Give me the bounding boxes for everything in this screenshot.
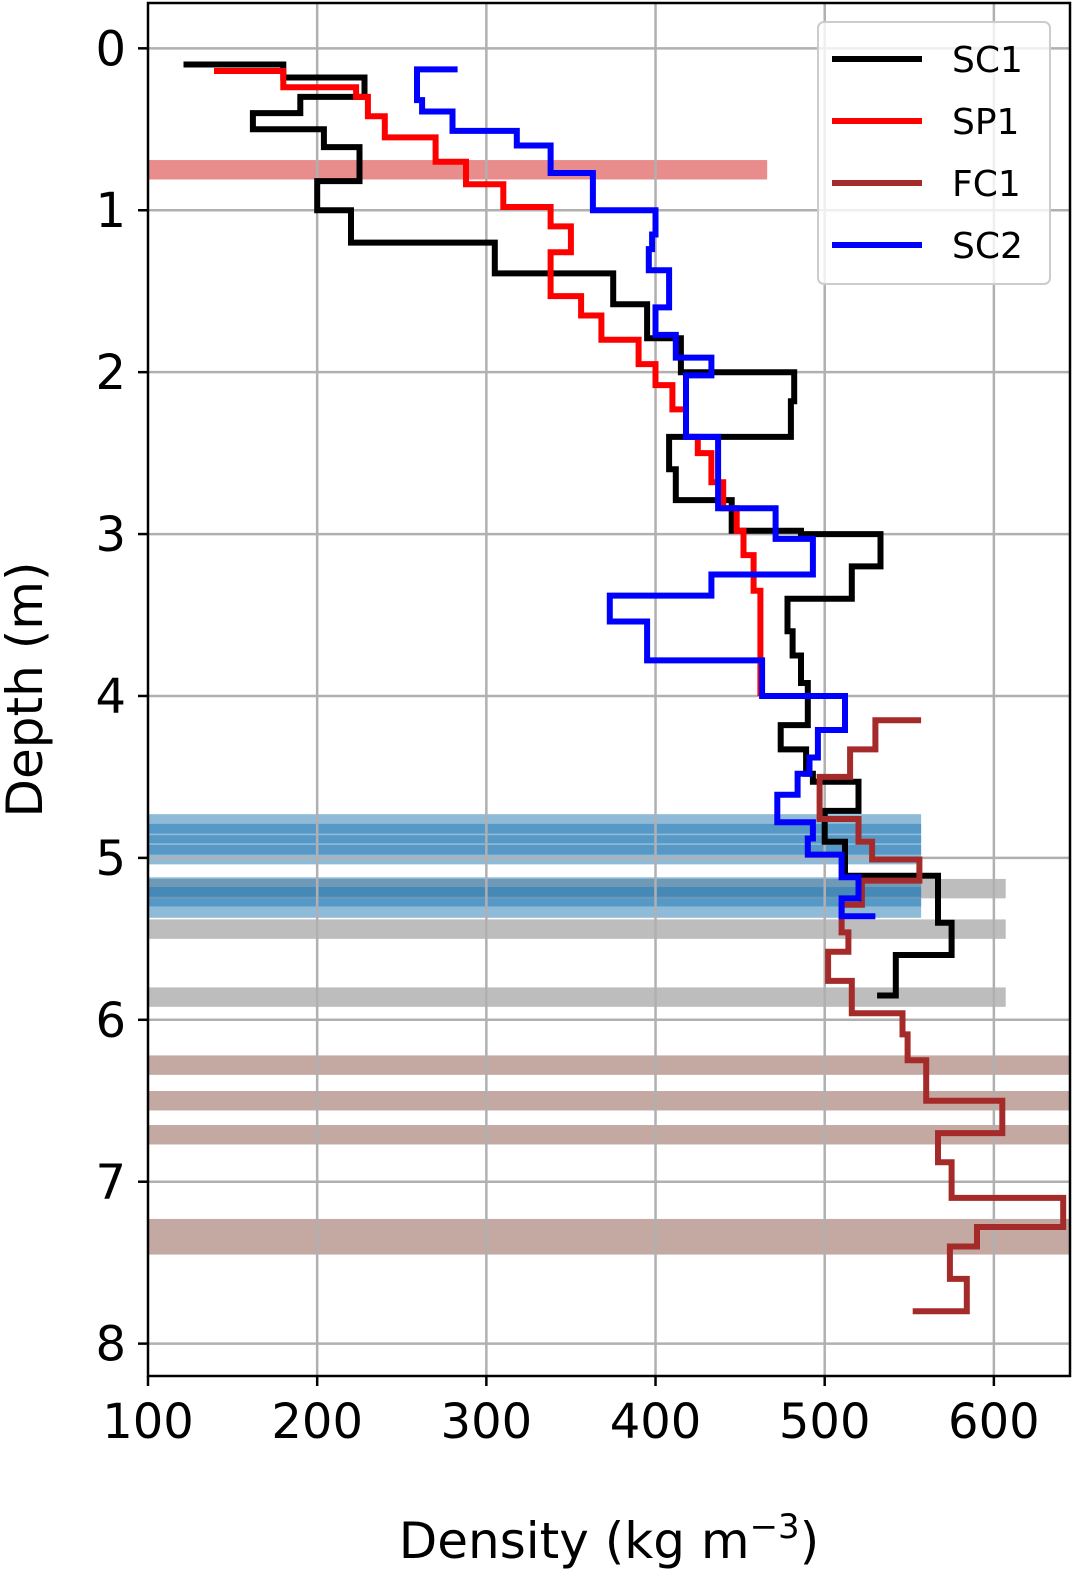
y-tick-label-5: 5 [95,831,126,887]
y-tick-label-6: 6 [95,993,126,1049]
depth-band-2 [148,919,1006,939]
legend-box [817,21,1051,285]
legend-label-sc2: SC2 [952,226,1023,267]
axis-ticks [138,47,996,1386]
x-axis-label: Density (kg m−3) [399,1507,819,1570]
depth-band-14 [148,1218,1070,1239]
x-tick-label-3: 400 [610,1394,702,1450]
depth-band-7 [148,844,922,865]
depth-band-13 [148,1125,1070,1145]
series-line-fc1 [816,717,1067,1315]
depth-band-10 [148,898,922,918]
series-line-sc2 [414,66,876,920]
depth-band-3 [148,987,1006,1007]
x-tick-label-5: 600 [948,1394,1040,1450]
legend-label-fc1: FC1 [952,164,1021,205]
series-lines [183,61,1067,1315]
legend-label-sc1: SC1 [952,40,1023,81]
depth-bands [148,160,1070,1255]
y-axis-label: Depth (m) [0,562,54,818]
y-tick-label-8: 8 [95,1317,126,1373]
depth-band-0 [148,160,768,180]
x-tick-label-4: 500 [779,1394,871,1450]
legend: SC1 SP1 FC1 SC2 [817,21,1051,285]
y-tick-label-2: 2 [95,345,126,401]
depth-band-12 [148,1091,1070,1111]
y-tick-label-7: 7 [95,1155,126,1211]
y-tick-label-0: 0 [95,21,126,77]
x-tick-label-2: 300 [441,1394,533,1450]
legend-label-sp1: SP1 [952,102,1019,143]
depth-band-11 [148,1055,1070,1075]
x-tick-label-1: 200 [271,1394,363,1450]
plot-frame [146,1,1072,1378]
y-tick-label-3: 3 [95,507,126,563]
y-tick-label-4: 4 [95,669,126,725]
x-tick-label-0: 100 [102,1394,194,1450]
axis-tick-labels: 100 200 300 400 500 600 0 1 2 3 4 5 6 7 8 [95,21,1039,1450]
depth-band-15 [148,1235,1070,1255]
y-tick-label-1: 1 [95,183,126,239]
series-line-sc1 [183,61,955,999]
